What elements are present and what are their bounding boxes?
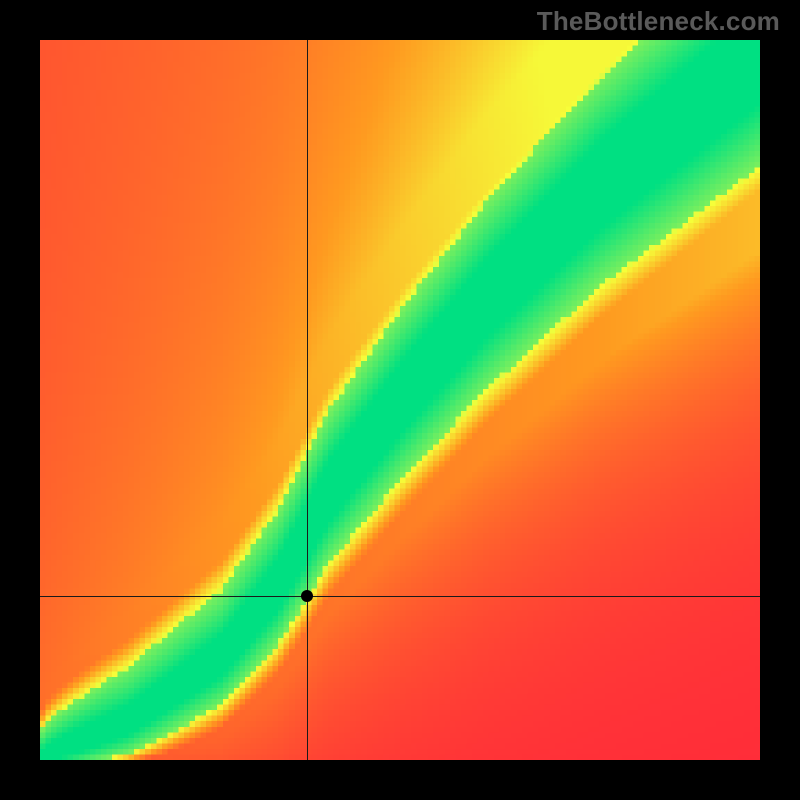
crosshair-vertical — [307, 40, 308, 760]
heatmap-canvas — [40, 40, 760, 760]
plot-area — [40, 40, 760, 760]
crosshair-horizontal — [40, 596, 760, 597]
watermark-text: TheBottleneck.com — [537, 6, 780, 37]
figure-root: TheBottleneck.com — [0, 0, 800, 800]
marker-dot — [301, 590, 313, 602]
